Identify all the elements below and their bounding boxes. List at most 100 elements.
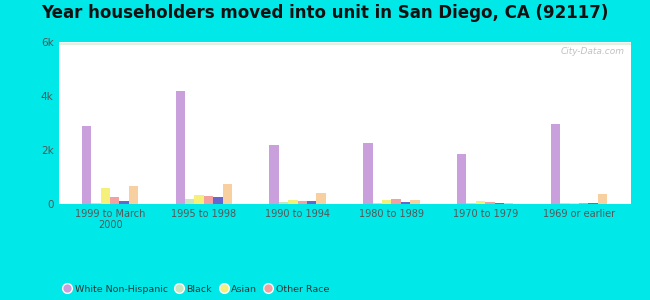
Bar — [401, 202, 410, 204]
Bar — [58, 44, 630, 45]
Bar — [58, 43, 630, 44]
Bar — [58, 44, 630, 45]
Bar — [204, 196, 213, 204]
Bar — [58, 43, 630, 44]
Bar — [213, 197, 222, 204]
Bar — [58, 42, 630, 44]
Bar — [58, 43, 630, 44]
Bar — [58, 43, 630, 44]
Bar — [58, 44, 630, 45]
Bar — [58, 43, 630, 44]
Bar — [58, 44, 630, 45]
Bar — [270, 145, 279, 204]
Bar — [58, 43, 630, 45]
Bar — [58, 44, 630, 45]
Bar — [91, 203, 101, 204]
Bar — [58, 43, 630, 44]
Bar — [58, 44, 630, 45]
Bar — [58, 42, 630, 44]
Bar — [58, 43, 630, 44]
Bar — [58, 43, 630, 45]
Bar — [58, 43, 630, 45]
Bar — [410, 200, 419, 204]
Bar — [58, 43, 630, 44]
Bar — [58, 44, 630, 45]
Bar — [58, 43, 630, 44]
Bar — [58, 42, 630, 44]
Bar — [110, 197, 120, 204]
Text: Year householders moved into unit in San Diego, CA (92117): Year householders moved into unit in San… — [42, 4, 608, 22]
Bar — [58, 43, 630, 44]
Bar — [58, 42, 630, 44]
Bar — [58, 43, 630, 45]
Bar — [58, 44, 630, 45]
Legend: White Non-Hispanic, Black, Asian, Other Race: White Non-Hispanic, Black, Asian, Other … — [63, 285, 330, 294]
Bar — [58, 42, 630, 44]
Bar — [58, 42, 630, 44]
Bar — [58, 42, 630, 44]
Bar — [58, 42, 630, 44]
Bar — [58, 43, 630, 45]
Bar — [58, 42, 630, 44]
Bar — [457, 154, 467, 204]
Bar — [58, 44, 630, 45]
Bar — [58, 43, 630, 45]
Bar — [58, 44, 630, 45]
Bar — [58, 43, 630, 45]
Bar — [58, 43, 630, 45]
Bar — [58, 42, 630, 44]
Bar — [58, 42, 630, 44]
Bar — [58, 42, 630, 44]
Bar — [504, 203, 514, 204]
Bar — [298, 201, 307, 204]
Bar — [58, 42, 630, 44]
Bar — [58, 43, 630, 45]
Bar — [58, 43, 630, 45]
Bar — [58, 43, 630, 45]
Bar — [551, 124, 560, 204]
Bar — [58, 43, 630, 44]
Bar — [58, 43, 630, 45]
Bar — [58, 43, 630, 44]
Bar — [495, 203, 504, 204]
Bar — [185, 199, 194, 204]
Bar — [382, 200, 391, 204]
Bar — [58, 43, 630, 44]
Bar — [58, 43, 630, 45]
Bar — [58, 43, 630, 44]
Bar — [58, 43, 630, 44]
Bar — [58, 44, 630, 45]
Bar — [58, 42, 630, 44]
Bar — [58, 43, 630, 45]
Bar — [58, 43, 630, 44]
Bar — [58, 43, 630, 44]
Bar — [58, 43, 630, 45]
Bar — [58, 42, 630, 44]
Bar — [58, 43, 630, 45]
Bar — [58, 44, 630, 45]
Bar — [194, 194, 204, 204]
Bar — [120, 201, 129, 204]
Text: City-Data.com: City-Data.com — [561, 47, 625, 56]
Bar — [58, 43, 630, 45]
Bar — [58, 43, 630, 44]
Bar — [58, 44, 630, 45]
Bar — [467, 203, 476, 204]
Bar — [58, 43, 630, 45]
Bar — [588, 203, 598, 204]
Bar — [58, 43, 630, 45]
Bar — [58, 43, 630, 45]
Bar — [363, 143, 372, 204]
Bar — [288, 200, 298, 204]
Bar — [58, 42, 630, 44]
Bar — [58, 42, 630, 44]
Bar — [391, 199, 401, 204]
Bar — [58, 42, 630, 44]
Bar — [58, 42, 630, 44]
Bar — [58, 42, 630, 44]
Bar — [569, 203, 579, 204]
Bar — [317, 193, 326, 204]
Bar — [560, 203, 569, 204]
Bar — [101, 188, 110, 204]
Bar — [58, 43, 630, 44]
